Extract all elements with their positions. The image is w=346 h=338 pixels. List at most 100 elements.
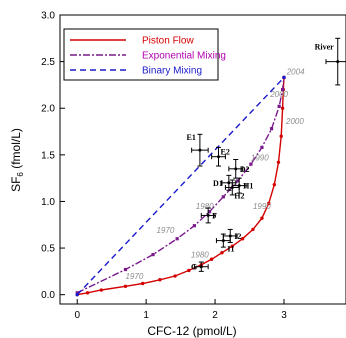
series-point [282, 75, 286, 80]
series-point [280, 106, 285, 110]
sample-e1: E1 [187, 133, 209, 167]
series-point [276, 160, 281, 164]
series-point [85, 291, 90, 295]
legend: Piston Flow Exponential Mixing Binary Mi… [63, 28, 226, 81]
series-point [260, 145, 264, 149]
y-axis-title: SF6 (fmol/L) [9, 128, 25, 192]
series-point [230, 244, 234, 248]
x-tick-label: 2 [212, 310, 218, 321]
sample-river: River [315, 37, 346, 86]
series-point [151, 252, 155, 257]
sample-label: River [315, 43, 335, 52]
sample-e2: E2 [211, 146, 230, 167]
series-point [173, 274, 177, 278]
y-tick-label: 0.5 [41, 244, 55, 255]
legend-label-exponential-mixing: Exponential Mixing [142, 51, 226, 62]
series-point [123, 267, 128, 272]
sample-point [221, 239, 225, 243]
y-axis-ticks: 0.0 0.5 1.0 1.5 2.0 2.5 3.0 [41, 11, 65, 301]
series-point [267, 201, 271, 206]
sample-label: E2 [221, 148, 230, 157]
sample-label: G [191, 263, 197, 272]
year-label: 1990 [251, 153, 269, 162]
sample-label: I2 [234, 232, 241, 241]
sample-d1: D1 [213, 174, 237, 191]
series-point [251, 227, 255, 232]
x-tick-label: 0 [74, 310, 80, 321]
x-tick-label: 1 [143, 310, 149, 321]
series-point [158, 278, 162, 282]
series-point [240, 237, 245, 241]
year-label: 1980 [191, 250, 209, 259]
year-label: 1980 [196, 202, 214, 211]
year-label: 1970 [125, 272, 143, 281]
sample-label: D1 [213, 179, 223, 188]
y-axis-title-main: SF [9, 177, 23, 192]
series-point [260, 216, 264, 220]
y-axis-title-sub: 6 [16, 172, 25, 177]
x-axis-ticks: 01234 [74, 299, 287, 321]
sample-g: G [191, 261, 209, 272]
sample-point [237, 184, 241, 188]
sample-point [217, 155, 221, 159]
series-point [175, 237, 179, 241]
series-point [209, 257, 214, 261]
x-axis-title: CFC-12 (pmol/L) [147, 324, 236, 338]
legend-label-binary-mixing: Binary Mixing [142, 66, 202, 77]
plot-frame [59, 14, 346, 305]
legend-label-piston-flow: Piston Flow [142, 36, 194, 47]
series-point [221, 195, 225, 199]
sample-label: F [212, 211, 217, 220]
series-point [272, 182, 277, 187]
sample-point [234, 167, 238, 171]
series-line-piston-flow [77, 77, 285, 296]
series-point [269, 127, 274, 131]
year-labels-layer: 2004 2000 2000 1990 1990 1980 1970 1980 1970 [125, 68, 305, 281]
series-point [187, 268, 191, 273]
sample-point [198, 148, 202, 152]
sample-point [336, 60, 340, 64]
y-tick-label: 0.0 [41, 290, 55, 301]
sample-label: I1 [227, 245, 234, 254]
series-point [192, 224, 196, 228]
year-label: 2000 [269, 90, 288, 99]
sample-point [227, 181, 231, 185]
x-tick-label: 3 [281, 310, 287, 321]
series-point [123, 284, 128, 288]
series-point [236, 179, 240, 183]
year-label: 1990 [253, 202, 271, 211]
series-point [249, 162, 253, 166]
series-point [75, 292, 79, 297]
sample-f: F [200, 207, 217, 224]
sample-d2: D2 [228, 159, 250, 179]
sample-label: H2 [234, 191, 244, 200]
series-point [280, 87, 285, 92]
sample-point [199, 265, 203, 269]
sample-i1: I1 [215, 233, 234, 254]
y-tick-label: 1.0 [41, 197, 55, 208]
series-point [99, 288, 104, 292]
plot-area-group: 0.00.51.01.52.02.53.0 01234 200420002000… [41, 11, 346, 321]
series-point [220, 251, 224, 255]
sample-point [206, 213, 210, 217]
series-line-exponential-mixing [76, 77, 285, 294]
sample-label: H1 [243, 182, 253, 191]
y-tick-label: 3.0 [41, 11, 55, 22]
series-point [277, 104, 281, 108]
series-point [279, 134, 283, 138]
y-tick-label: 1.5 [41, 150, 55, 161]
series-point [140, 281, 145, 286]
y-axis-title-rest: (fmol/L) [9, 128, 23, 172]
y-tick-label: 2.5 [41, 57, 55, 68]
series-point [75, 291, 79, 295]
sample-label: D2 [240, 165, 250, 174]
sample-point [228, 234, 232, 238]
sample-h1: H1 [231, 177, 253, 194]
year-label: 1970 [156, 226, 174, 235]
series-point [207, 210, 212, 214]
sample-label: E1 [187, 133, 196, 142]
y-tick-label: 2.0 [41, 104, 55, 115]
year-label: 2004 [286, 68, 305, 77]
